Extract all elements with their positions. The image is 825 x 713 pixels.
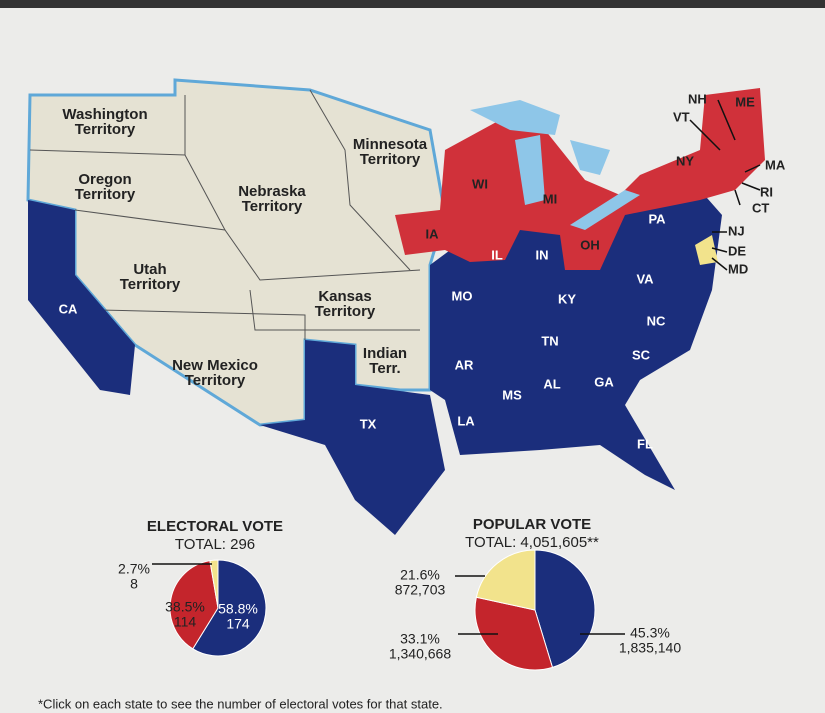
slice-count: 1,340,668 <box>389 646 451 662</box>
leader-line <box>711 247 728 253</box>
territory-label: Territory <box>360 151 421 168</box>
state-label: TX <box>360 416 377 431</box>
state-label: FL <box>637 436 653 451</box>
top-edge <box>0 0 825 8</box>
slice-count: 114 <box>174 614 197 630</box>
territory-label: Territory <box>75 186 136 203</box>
territory-label: Kansas <box>318 288 371 305</box>
territory-label: New Mexico <box>172 357 258 374</box>
state-label: VT <box>673 109 690 124</box>
territory-label: Territory <box>75 121 136 138</box>
electoral-vote: ELECTORAL VOTE TOTAL: 296 58.8%174 38.5%1… <box>118 518 283 657</box>
state[interactable] <box>430 190 722 490</box>
state-label: AL <box>543 376 560 391</box>
pie-slice <box>534 549 596 669</box>
slice-percent: 21.6% <box>400 567 440 583</box>
pie-slice <box>209 559 219 609</box>
state-label: CA <box>59 301 78 316</box>
state-label: NJ <box>728 223 745 238</box>
lake <box>570 140 610 175</box>
lake <box>515 135 545 205</box>
border <box>309 89 411 271</box>
state-label: NH <box>688 91 707 106</box>
pie-title: POPULAR VOTE <box>473 516 591 533</box>
state-label: MA <box>765 157 786 172</box>
territory-label: Minnesota <box>353 136 428 153</box>
slice-count: 1,835,140 <box>619 640 681 656</box>
state-label: CT <box>752 200 769 215</box>
state[interactable] <box>28 200 135 395</box>
state-label: TN <box>541 333 558 348</box>
state-label: ME <box>735 94 755 109</box>
state-label: IL <box>491 247 503 262</box>
footnote: *Click on each state to see the number o… <box>38 696 443 711</box>
territory-label: Indian <box>363 345 407 362</box>
pie-slice <box>474 596 554 671</box>
slice-percent: 58.8% <box>218 601 258 617</box>
territory-label: Territory <box>315 303 376 320</box>
border <box>74 209 421 281</box>
state-label: LA <box>457 413 475 428</box>
leader-line <box>711 257 728 271</box>
leader-line <box>689 119 721 151</box>
state-label: OH <box>580 237 600 252</box>
pie-title: ELECTORAL VOTE <box>147 518 283 535</box>
slice-percent: 2.7% <box>118 561 150 577</box>
state-label: NY <box>676 153 694 168</box>
pie-slice <box>475 549 536 611</box>
slice-percent: 38.5% <box>165 599 205 615</box>
slice-count: 174 <box>226 616 250 632</box>
slice-count: 8 <box>130 576 138 592</box>
state[interactable] <box>395 88 765 270</box>
pie-slice <box>192 559 267 657</box>
pie-total: TOTAL: 296 <box>175 536 255 553</box>
territory-label: Terr. <box>369 360 400 377</box>
leader-line <box>734 189 741 206</box>
state-label: NC <box>647 313 666 328</box>
state-label: IN <box>536 247 549 262</box>
territory-label: Washington <box>62 106 147 123</box>
pie-total: TOTAL: 4,051,605** <box>465 534 599 551</box>
state[interactable] <box>260 340 445 535</box>
state-label: VA <box>636 271 654 286</box>
lake <box>570 190 640 230</box>
territory-label: Territory <box>120 276 181 293</box>
state-label: RI <box>760 184 773 199</box>
border <box>249 289 420 331</box>
leader-line <box>717 99 736 141</box>
map: WashingtonTerritoryOregonTerritoryMinnes… <box>26 78 786 535</box>
leader-line <box>741 182 761 191</box>
state-label: MI <box>543 191 557 206</box>
slice-percent: 45.3% <box>630 625 670 641</box>
territory-label: Oregon <box>78 171 131 188</box>
state-label: SC <box>632 347 651 362</box>
state-label: MO <box>452 288 473 303</box>
territory-label: Utah <box>133 261 166 278</box>
state-label: KY <box>558 291 576 306</box>
state-label: PA <box>648 211 666 226</box>
territory-label: Nebraska <box>238 183 306 200</box>
territory-label: Territory <box>242 198 303 215</box>
leader-line <box>744 164 761 173</box>
state[interactable] <box>695 235 718 265</box>
territory-label: Territory <box>185 372 246 389</box>
state-label: DE <box>728 243 746 258</box>
state-label: MS <box>502 387 522 402</box>
lake <box>470 100 560 135</box>
slice-count: 872,703 <box>395 582 446 598</box>
border <box>99 309 306 340</box>
border <box>184 154 226 231</box>
popular-vote: POPULAR VOTE TOTAL: 4,051,605** 45.3%1,8… <box>389 516 681 671</box>
state-label: IA <box>426 226 440 241</box>
state-label: AR <box>455 357 474 372</box>
state-label: GA <box>594 374 614 389</box>
state-label: MD <box>728 261 748 276</box>
state-label: WI <box>472 176 488 191</box>
slice-percent: 33.1% <box>400 631 440 647</box>
